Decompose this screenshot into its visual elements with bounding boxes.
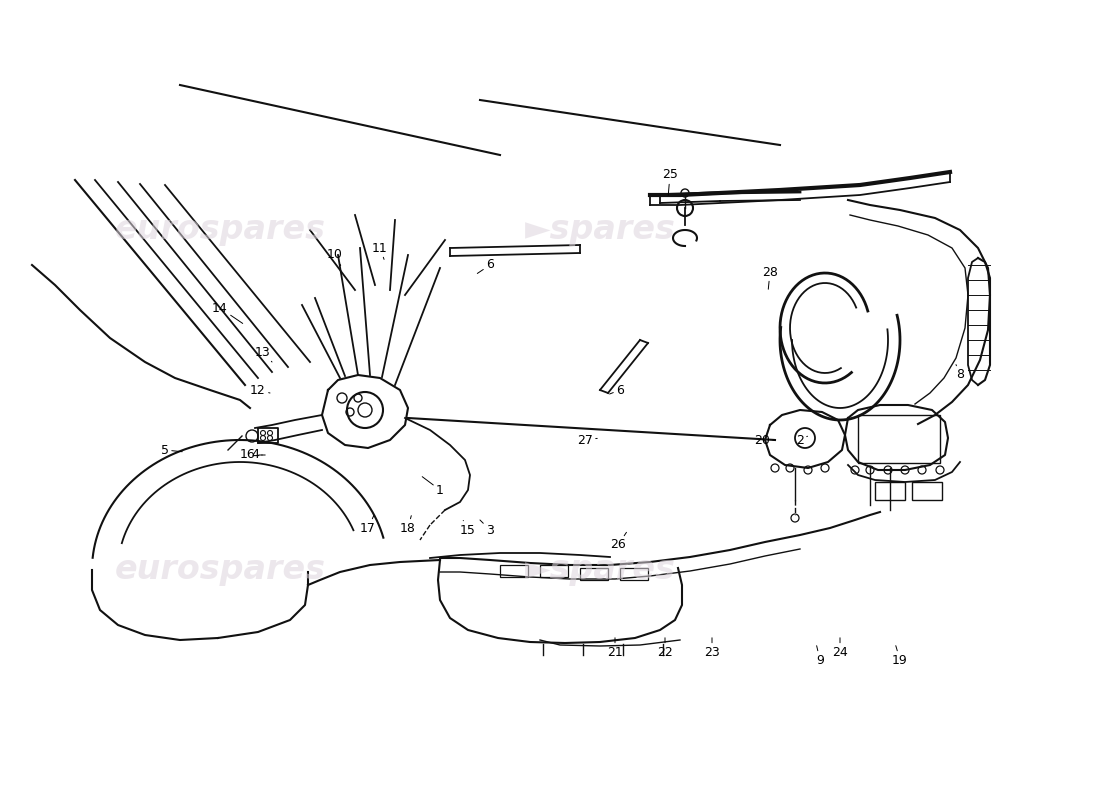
Text: eurospares: eurospares <box>114 214 326 246</box>
Text: 16: 16 <box>240 449 262 462</box>
Text: ►spares: ►spares <box>525 554 675 586</box>
Text: 26: 26 <box>610 532 627 551</box>
Text: 10: 10 <box>327 249 343 266</box>
Text: eurospares: eurospares <box>114 554 326 586</box>
Text: 23: 23 <box>704 638 719 658</box>
Text: 13: 13 <box>255 346 272 362</box>
Bar <box>580 568 608 580</box>
Text: 9: 9 <box>816 646 824 666</box>
Text: 25: 25 <box>662 169 678 195</box>
Bar <box>874 482 905 500</box>
Text: 27: 27 <box>578 434 597 446</box>
Text: 8: 8 <box>956 365 964 382</box>
Bar <box>912 482 942 500</box>
Bar <box>540 565 568 577</box>
Text: 18: 18 <box>400 516 416 534</box>
Bar <box>620 568 648 580</box>
Text: 22: 22 <box>657 638 673 658</box>
Text: 11: 11 <box>372 242 388 259</box>
Bar <box>858 415 940 463</box>
Text: 20: 20 <box>755 434 775 446</box>
Text: 17: 17 <box>360 515 376 534</box>
Text: 28: 28 <box>762 266 778 290</box>
Text: 3: 3 <box>480 520 494 537</box>
Bar <box>500 565 528 577</box>
Text: 6: 6 <box>609 383 624 397</box>
Text: 15: 15 <box>460 521 476 537</box>
Text: 4: 4 <box>251 449 265 462</box>
Text: 2: 2 <box>796 434 807 446</box>
Text: 14: 14 <box>212 302 243 323</box>
Text: ►spares: ►spares <box>525 214 675 246</box>
Text: 6: 6 <box>477 258 494 274</box>
Text: 1: 1 <box>422 477 444 497</box>
Text: 12: 12 <box>250 383 270 397</box>
Text: 21: 21 <box>607 638 623 658</box>
Text: 24: 24 <box>832 638 848 658</box>
Text: 19: 19 <box>892 646 907 666</box>
Text: 5: 5 <box>161 443 183 457</box>
